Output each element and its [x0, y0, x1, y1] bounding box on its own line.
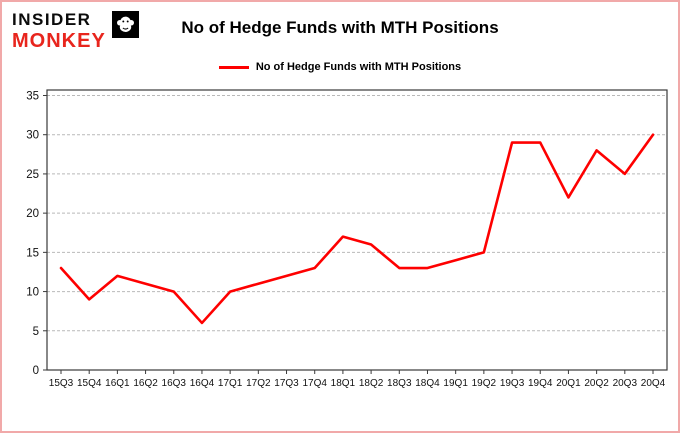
legend-line-swatch — [218, 65, 249, 69]
y-tick-label: 5 — [33, 326, 39, 338]
x-tick-label: 16Q3 — [162, 378, 187, 389]
x-tick-label: 18Q1 — [331, 378, 356, 389]
y-tick-label: 0 — [33, 365, 39, 377]
x-tick-label: 17Q3 — [274, 378, 299, 389]
y-tick-label: 10 — [26, 287, 39, 299]
x-tick-label: 20Q1 — [556, 378, 581, 389]
monkey-face-icon — [116, 16, 134, 32]
x-tick-label: 20Q2 — [584, 378, 609, 389]
chart-title: No of Hedge Funds with MTH Positions — [181, 18, 499, 37]
plot-border — [46, 89, 668, 371]
logo-insider-text: INSIDER — [12, 10, 92, 29]
logo-text: INSIDER MONKEY — [12, 11, 106, 51]
y-tick-label: 35 — [26, 90, 39, 102]
x-tick-label: 16Q4 — [190, 378, 215, 389]
x-tick-label: 19Q4 — [528, 378, 553, 389]
monkey-icon — [111, 11, 139, 38]
x-tick-label: 15Q4 — [77, 378, 102, 389]
y-tick-label: 25 — [26, 169, 39, 181]
x-tick-label: 17Q2 — [246, 378, 271, 389]
x-tick-label: 15Q3 — [49, 378, 74, 389]
x-tick-label: 19Q1 — [443, 378, 468, 389]
x-tick-label: 19Q3 — [500, 378, 525, 389]
x-tick-label: 16Q1 — [105, 378, 130, 389]
legend: No of Hedge Funds with MTH Positions — [2, 61, 678, 73]
insider-monkey-logo: INSIDER MONKEY — [12, 11, 139, 51]
x-tick-label: 19Q2 — [472, 378, 497, 389]
series-line — [59, 133, 655, 325]
x-tick-label: 17Q1 — [218, 378, 243, 389]
x-tick-label: 16Q2 — [133, 378, 158, 389]
x-tick-label: 20Q4 — [641, 378, 666, 389]
x-tick-label: 18Q2 — [359, 378, 384, 389]
y-tick-label: 30 — [26, 130, 39, 142]
logo-monkey-text: MONKEY — [12, 30, 106, 52]
legend-label: No of Hedge Funds with MTH Positions — [255, 61, 462, 73]
y-tick-label: 20 — [26, 208, 39, 220]
x-tick-label: 20Q3 — [613, 378, 638, 389]
x-tick-label: 18Q3 — [387, 378, 412, 389]
x-tick-label: 18Q4 — [415, 378, 440, 389]
x-tick-label: 17Q4 — [302, 378, 327, 389]
y-tick-label: 15 — [26, 247, 39, 259]
